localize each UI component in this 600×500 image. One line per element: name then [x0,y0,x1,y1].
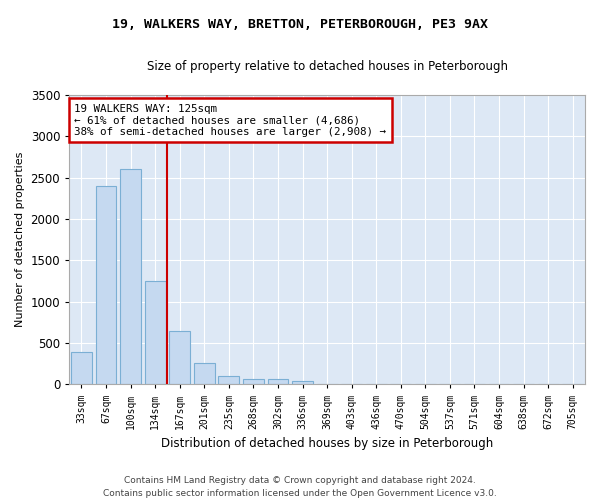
Y-axis label: Number of detached properties: Number of detached properties [15,152,25,328]
Title: Size of property relative to detached houses in Peterborough: Size of property relative to detached ho… [146,60,508,73]
Bar [120,170,141,384]
Bar [268,380,289,384]
Bar [218,376,239,384]
Bar [95,186,116,384]
Bar [194,363,215,384]
Text: Contains HM Land Registry data © Crown copyright and database right 2024.
Contai: Contains HM Land Registry data © Crown c… [103,476,497,498]
Bar [243,380,264,384]
X-axis label: Distribution of detached houses by size in Peterborough: Distribution of detached houses by size … [161,437,493,450]
Bar [169,332,190,384]
Bar [292,381,313,384]
Bar [71,352,92,384]
Bar [145,281,166,384]
Text: 19 WALKERS WAY: 125sqm
← 61% of detached houses are smaller (4,686)
38% of semi-: 19 WALKERS WAY: 125sqm ← 61% of detached… [74,104,386,137]
Text: 19, WALKERS WAY, BRETTON, PETERBOROUGH, PE3 9AX: 19, WALKERS WAY, BRETTON, PETERBOROUGH, … [112,18,488,30]
